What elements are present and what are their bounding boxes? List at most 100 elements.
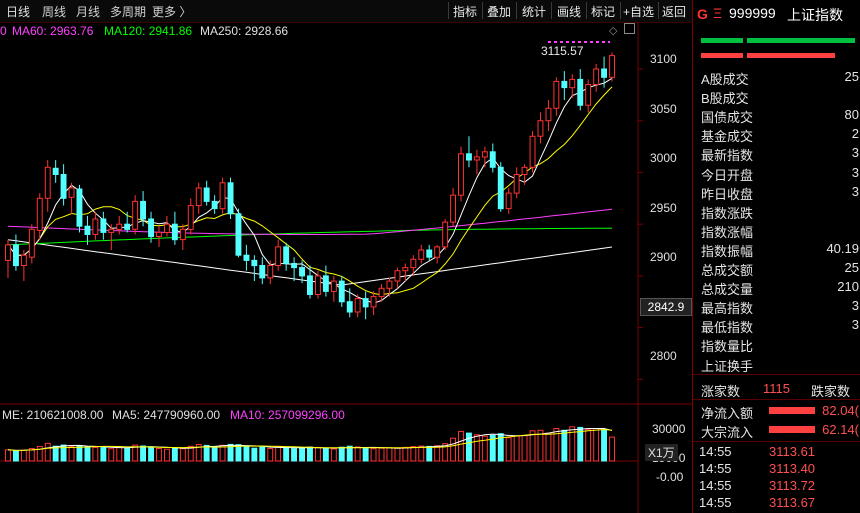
candle-body (60, 174, 67, 199)
candle-body (362, 298, 369, 308)
quote-row-value: 2 (851, 126, 859, 141)
ma250-legend: MA250: 2928.66 (200, 24, 289, 38)
volume-bar (450, 437, 457, 462)
volume-bar (68, 446, 75, 462)
tab-multi-period[interactable]: 多周期 (110, 5, 147, 19)
volume-bar (330, 448, 337, 462)
candle-body (203, 187, 210, 202)
tab-more[interactable]: 更多 〉 (152, 5, 192, 19)
candle-body (322, 275, 329, 292)
mark-button[interactable]: 标记 (591, 5, 616, 19)
tick-price: 3113.67 (769, 495, 816, 510)
candle-body (489, 151, 496, 168)
ma60-prefix: 0 (0, 24, 7, 38)
candle-body (394, 270, 401, 282)
ma60-legend: MA60: 2963.76 (12, 24, 94, 38)
indicator-button[interactable]: 指标 (453, 5, 478, 19)
quote-row-label: 今日开盘 (701, 168, 754, 183)
volume-bar (378, 447, 385, 462)
candle-body (545, 107, 552, 122)
back-button[interactable]: 返回 (662, 5, 687, 19)
volume-bar (545, 432, 552, 462)
volume-bar (593, 428, 600, 462)
candle-body (227, 182, 234, 215)
volume-bar (585, 429, 592, 462)
volume-bar (275, 445, 282, 462)
statistics-button[interactable]: 统计 (522, 5, 547, 19)
candle-body (84, 225, 91, 235)
diamond-icon[interactable]: ◇ (609, 25, 618, 37)
tick-price: 3113.61 (769, 444, 816, 459)
volume-bar (426, 445, 433, 462)
candle-body (275, 246, 282, 266)
up-count-value: 1115 (763, 381, 790, 396)
up-count-label: 涨家数 (701, 384, 741, 399)
candle-body (132, 200, 139, 230)
candle-body (299, 267, 306, 277)
volume-bar (243, 446, 250, 462)
volume-bar (211, 446, 218, 462)
candle-body (211, 200, 218, 210)
add-favorite-button[interactable]: +自选 (623, 5, 655, 19)
volume-bar (481, 435, 488, 462)
tab-weekly[interactable]: 周线 (42, 5, 67, 19)
candle-body (330, 280, 337, 292)
volume-bar (259, 446, 266, 462)
overlay-button[interactable]: 叠加 (487, 5, 512, 19)
candle-body (585, 84, 592, 106)
quote-row-label: B股成交 (701, 91, 749, 106)
volume-bar (195, 444, 202, 462)
tick-time: 14:55 (699, 461, 732, 476)
candle-body (338, 280, 345, 303)
candle-body (100, 218, 107, 233)
volume-ma5-legend: MA5: 247790960.00 (112, 408, 221, 422)
volume-bar (577, 426, 584, 462)
volume-bar (179, 448, 186, 462)
candle-body (44, 166, 51, 199)
tick-price: 3113.40 (769, 461, 816, 476)
volume-bar (601, 429, 607, 462)
maximize-icon[interactable] (624, 23, 635, 34)
volume-bar (569, 426, 576, 462)
candle-body (68, 187, 75, 198)
kline-chart[interactable] (0, 22, 692, 513)
candle-body (92, 218, 99, 235)
volume-bar (521, 434, 528, 462)
period-toolbar: 日线 周线 月线 多周期 更多 〉 指标 叠加 统计 画线 标记 +自选 返回 (0, 0, 692, 23)
candle-body (108, 228, 115, 233)
candle-body (505, 192, 512, 210)
quote-row-label: 指数振幅 (701, 244, 754, 259)
quote-row-label: A股成交 (701, 72, 749, 87)
volume-bar (76, 445, 83, 462)
candle-body (76, 188, 83, 227)
volume-bar (267, 448, 274, 462)
volume-bar (346, 445, 353, 462)
tick-time: 14:55 (699, 478, 732, 493)
candle-body (609, 55, 615, 78)
candle-body (370, 296, 377, 308)
volume-bar (489, 434, 496, 462)
candle-body (537, 120, 544, 137)
ma120-legend: MA120: 2941.86 (104, 24, 193, 38)
candle-body (402, 267, 409, 272)
candle-body (307, 275, 313, 295)
menu-icon[interactable]: Ξ (713, 5, 723, 21)
volume-zero-label: -0.00 (656, 470, 684, 484)
quote-row-value: 3 (851, 184, 859, 199)
volume-ma10-legend: MA10: 257099296.00 (230, 408, 345, 422)
volume-bar (5, 449, 11, 462)
draw-line-button[interactable]: 画线 (557, 5, 582, 19)
quote-row-label: 上证换手 (701, 359, 754, 374)
down-count-label: 跌家数 (811, 384, 851, 399)
g-icon[interactable]: G (697, 6, 708, 22)
axis-tick: 3050 (650, 102, 677, 116)
tab-monthly[interactable]: 月线 (76, 5, 101, 19)
quote-row-value: 3 (851, 298, 859, 313)
block-inflow-label: 大宗流入 (701, 425, 754, 440)
candle-body (164, 223, 170, 233)
quote-row-value: 25 (844, 69, 859, 84)
tab-daily[interactable]: 日线 (6, 5, 31, 19)
volume-bar (609, 436, 615, 462)
volume-bar (116, 446, 123, 462)
volume-bar (140, 445, 147, 462)
